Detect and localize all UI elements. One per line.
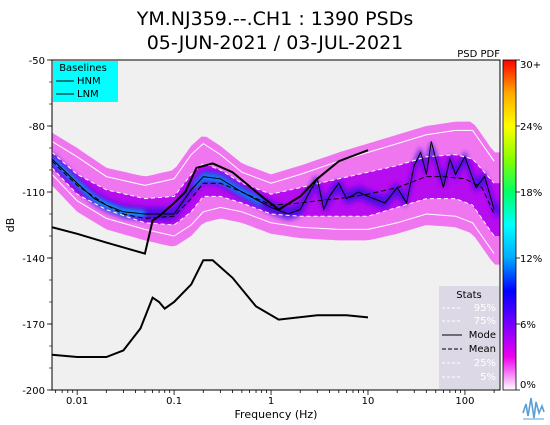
x-tick-label: 1 <box>268 396 274 407</box>
y-tick-label: -80 <box>29 122 45 133</box>
colorbar-tick-label: 30+ <box>520 60 541 71</box>
statistics-lines <box>52 129 495 358</box>
y-tick-label: -140 <box>22 254 45 265</box>
stats-legend: Stats 95% 75% Mode Mean 25% 5% <box>439 286 499 389</box>
colorbar-tick-label: 0% <box>520 380 536 391</box>
colorbar-tick-label: 24% <box>520 122 542 133</box>
p5-line <box>52 174 495 254</box>
mode-legend-label: Mode <box>469 330 496 341</box>
y-axis-label: dB <box>4 218 17 233</box>
colorbar: 0% 6% 12% 18% 24% 30+ <box>502 59 542 391</box>
p95-line <box>52 129 495 186</box>
colorbar-tick-label: 12% <box>520 254 542 265</box>
x-axis: 0.01 0.1 1 10 100 <box>55 390 495 407</box>
p75-line <box>52 152 495 200</box>
x-tick-label: 0.1 <box>166 396 182 407</box>
pdf-peak-density-mid <box>193 172 262 207</box>
p25-legend-label: 25% <box>474 358 496 369</box>
x-tick-label: 100 <box>455 396 474 407</box>
mean-legend-label: Mean <box>469 344 496 355</box>
p25-line <box>52 167 495 237</box>
chart-subtitle: 05-JUN-2021 / 03-JUL-2021 <box>147 32 404 54</box>
y-tick-label: -200 <box>22 386 45 397</box>
lnm-line <box>52 259 369 358</box>
p95-legend-label: 95% <box>474 303 496 314</box>
x-axis-label: Frequency (Hz) <box>235 408 318 421</box>
y-tick-label: -170 <box>22 320 45 331</box>
mode-line <box>52 141 495 215</box>
app-logo-icon <box>521 396 545 420</box>
y-tick-label: -50 <box>29 56 45 67</box>
stats-legend-box <box>439 286 499 389</box>
chart-title: YM.NJ359.--.CH1 : 1390 PSDs <box>136 8 413 30</box>
stats-legend-title: Stats <box>456 290 482 301</box>
plot-frame <box>51 59 501 391</box>
baselines-legend: Baselines HNM LNM <box>53 61 118 102</box>
p5-legend-label: 5% <box>480 372 496 383</box>
hnm-legend-label: HNM <box>77 76 101 87</box>
x-tick-label: 0.01 <box>66 396 88 407</box>
colorbar-ticks: 0% 6% 12% 18% 24% 30+ <box>516 59 542 391</box>
y-tick-label: -110 <box>22 188 45 199</box>
pdf-peak-density-low <box>52 155 145 218</box>
x-tick-label: 10 <box>362 396 375 407</box>
p75-legend-label: 75% <box>474 316 496 327</box>
mean-line <box>52 160 495 219</box>
colorbar-gradient <box>502 59 517 391</box>
colorbar-tick-label: 18% <box>520 188 542 199</box>
y-axis: -50 -80 -110 -140 -170 -200 <box>22 56 52 397</box>
plot-area <box>52 121 500 358</box>
hnm-line <box>52 149 369 255</box>
lnm-legend-label: LNM <box>77 89 99 100</box>
psd-pdf-label: PSD PDF <box>457 49 500 60</box>
baselines-legend-title: Baselines <box>59 63 107 74</box>
colorbar-tick-label: 6% <box>520 320 536 331</box>
pdf-high-density <box>52 141 500 221</box>
